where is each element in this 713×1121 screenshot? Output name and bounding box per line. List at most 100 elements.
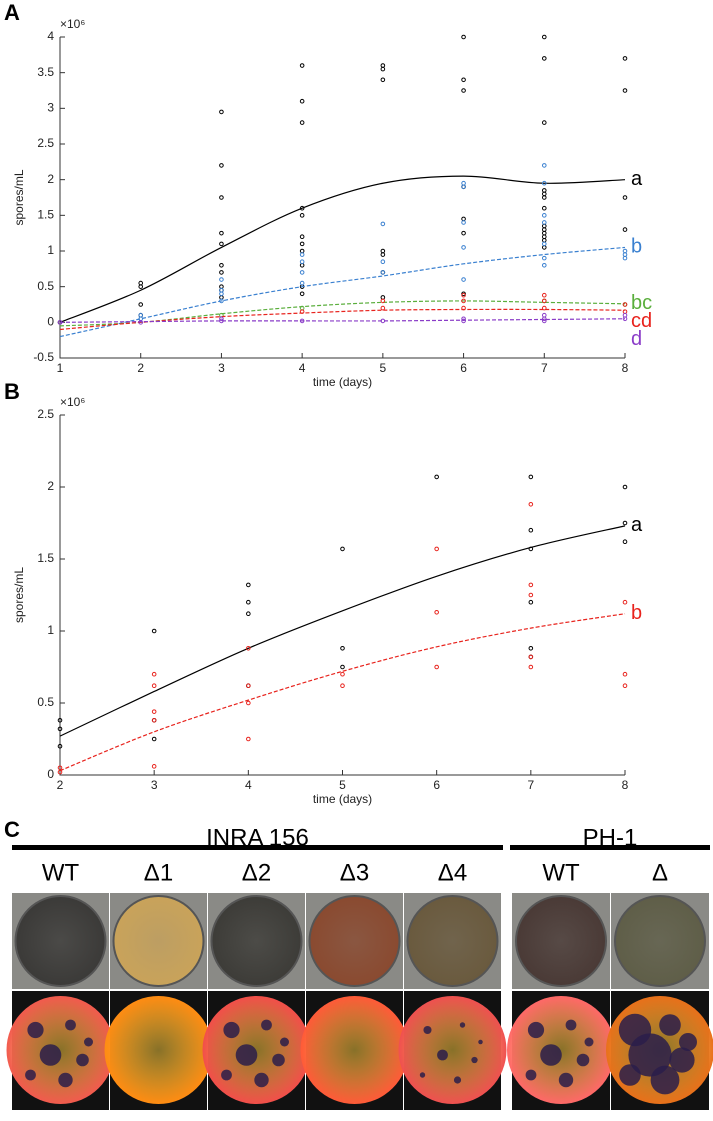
micro-detail [459,1022,466,1028]
y-tick-label: -0.5 [33,350,54,364]
data-point [461,180,466,186]
data-point [151,736,157,742]
data-point [622,56,628,61]
y-tick-label: 1 [47,623,54,637]
data-point [541,34,547,40]
data-point [219,287,224,293]
data-point [461,298,466,304]
data-point [461,230,466,236]
data-point [138,320,144,325]
data-point [622,227,628,232]
data-point [528,582,534,588]
data-point [57,765,63,771]
data-point [246,582,251,588]
axis-line [59,415,625,776]
data-point [380,270,386,275]
data-point [528,501,534,507]
micro-detail [565,1019,577,1031]
data-point [528,527,534,533]
micro-detail [576,1053,590,1067]
micro-detail [84,1037,93,1047]
micro-detail [235,1044,258,1066]
data-point [622,484,628,490]
micro-detail [280,1037,289,1047]
series-label: a [631,514,643,536]
data-point [340,546,345,552]
y-tick-label: 2 [47,479,54,493]
series-label: b [631,236,642,258]
micro-photo [104,996,213,1104]
data-point [541,234,547,240]
data-point [219,291,224,297]
y-axis-title: spores/mL [12,169,26,225]
series-label: d [631,328,642,350]
data-point [461,220,466,225]
micro-detail [525,1069,537,1081]
data-point [219,109,224,115]
x-axis-title: time (days) [313,792,372,806]
data-point [340,671,345,677]
data-point [461,245,466,250]
fit-line [59,246,626,338]
data-point [151,683,157,689]
data-point [138,312,144,318]
x-tick-label: 1 [57,361,64,375]
x-tick-label: 6 [433,778,440,792]
data-point [541,163,547,168]
micro-detail [25,1069,36,1081]
micro-photo [398,996,507,1104]
data-point [299,252,305,257]
micro-detail [437,1049,448,1061]
micro-detail [540,1044,562,1066]
strain-label: Δ3 [340,859,369,886]
data-point [541,223,547,229]
micro-detail [221,1069,232,1081]
panel-label: B [4,379,20,404]
series-label: cd [631,310,652,332]
data-point [380,305,386,311]
data-point [340,683,345,689]
micro-detail [76,1053,89,1067]
data-point [541,191,547,197]
strain-label: Δ4 [438,859,467,886]
micro-detail [254,1072,269,1088]
data-point [246,736,251,742]
plate-photo [14,895,107,987]
y-tick-label: 2 [47,172,54,186]
data-point [246,645,251,651]
data-point [541,298,547,304]
data-point [541,180,547,186]
x-tick-label: 4 [245,778,252,792]
data-point [541,305,547,311]
data-point [541,255,547,261]
micro-photo [6,996,115,1104]
data-point [541,241,547,247]
series-label: bc [631,292,652,314]
plate-photo [112,895,205,987]
data-point [461,318,466,324]
data-point [299,63,305,68]
data-point [219,230,224,236]
data-point [219,241,224,247]
data-point [461,34,466,40]
data-point [541,120,547,125]
data-point [622,520,628,526]
micro-detail [471,1056,478,1064]
series-label: b [631,602,642,624]
micro-detail [669,1047,695,1073]
micro-detail [679,1033,697,1051]
strain-label: Δ2 [242,859,271,886]
data-point [246,700,251,706]
micro-detail [65,1019,76,1031]
data-point [461,184,466,190]
data-point [380,295,386,300]
x-tick-label: 4 [299,361,306,375]
data-point [380,77,386,83]
micro-detail [628,1033,672,1077]
data-point [299,262,305,268]
data-point [380,66,386,72]
data-point [541,238,547,243]
micro-detail [419,1072,426,1078]
data-point [340,664,345,670]
panel-label: C [4,817,20,842]
